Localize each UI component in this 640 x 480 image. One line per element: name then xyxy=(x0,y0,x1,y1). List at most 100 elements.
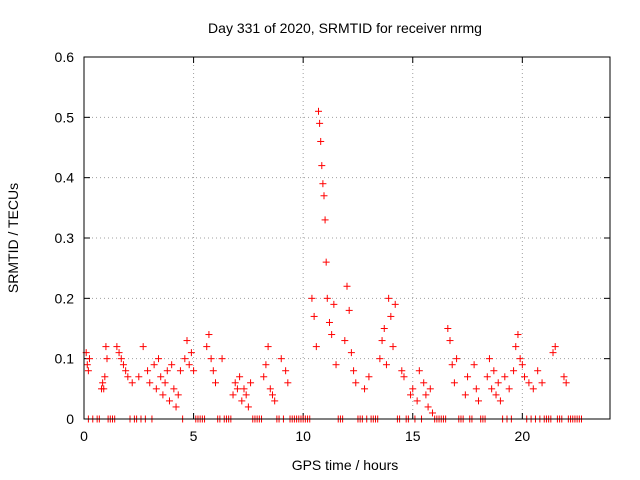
data-point xyxy=(347,349,355,357)
data-point xyxy=(534,367,542,375)
data-points xyxy=(82,107,586,423)
data-point xyxy=(389,343,397,351)
data-point xyxy=(380,325,388,332)
data-point xyxy=(266,385,274,393)
data-point xyxy=(183,337,191,345)
data-point xyxy=(176,367,184,375)
data-point xyxy=(282,367,290,375)
data-point xyxy=(464,373,472,381)
data-point xyxy=(382,361,390,369)
data-point xyxy=(320,192,328,200)
data-point xyxy=(268,391,276,399)
data-point xyxy=(361,385,369,393)
x-tick-label: 20 xyxy=(515,428,531,444)
data-point xyxy=(172,403,180,411)
data-point xyxy=(115,349,123,357)
y-tick-label: 0.6 xyxy=(55,49,75,65)
data-point xyxy=(485,355,493,363)
data-point xyxy=(244,403,252,411)
data-point xyxy=(319,180,327,188)
data-point xyxy=(385,294,393,302)
x-tick-label: 5 xyxy=(190,428,198,444)
data-point xyxy=(453,355,461,363)
y-tick-label: 0.1 xyxy=(55,351,75,367)
data-point xyxy=(128,379,136,387)
data-point xyxy=(330,300,338,308)
data-point xyxy=(512,343,520,351)
data-point xyxy=(271,397,279,405)
data-point xyxy=(328,331,336,339)
data-point xyxy=(236,373,244,381)
data-point xyxy=(284,379,292,387)
data-point xyxy=(365,373,373,381)
data-point xyxy=(316,119,324,127)
data-point xyxy=(174,391,182,399)
data-point xyxy=(100,385,108,393)
data-point xyxy=(426,385,434,393)
y-tick-label: 0.2 xyxy=(55,290,75,306)
data-point xyxy=(99,379,107,387)
y-tick-label: 0 xyxy=(66,411,74,427)
x-tick-label: 15 xyxy=(405,428,421,444)
axis-ticks: 0 0.1 0.2 0.3 0.4 0.5 0.6 0 5 10 15 20 xyxy=(55,49,610,444)
data-point xyxy=(242,391,250,399)
x-tick-label: 0 xyxy=(80,428,88,444)
data-point xyxy=(262,361,270,369)
plot-frame xyxy=(83,56,611,420)
data-point xyxy=(157,373,165,381)
data-point xyxy=(238,397,246,405)
data-point xyxy=(446,337,454,345)
x-axis-label: GPS time / hours xyxy=(292,457,399,473)
data-point xyxy=(203,343,211,351)
data-point xyxy=(407,391,415,399)
data-point xyxy=(205,331,213,339)
data-point xyxy=(119,361,127,369)
data-point xyxy=(494,379,502,387)
data-point xyxy=(505,385,513,393)
data-point xyxy=(159,391,167,399)
data-point xyxy=(420,379,428,387)
data-point xyxy=(117,355,125,363)
data-point xyxy=(318,162,326,170)
data-point xyxy=(391,300,399,308)
data-point xyxy=(103,355,111,363)
data-point xyxy=(150,361,158,369)
data-point xyxy=(428,409,436,417)
data-point xyxy=(207,355,215,363)
data-point xyxy=(152,385,160,393)
data-point xyxy=(317,137,325,145)
data-point xyxy=(323,294,331,302)
data-point xyxy=(422,391,430,399)
data-point xyxy=(218,355,226,363)
data-point xyxy=(518,361,526,369)
data-point xyxy=(483,373,491,381)
data-point xyxy=(144,367,152,375)
data-point xyxy=(521,373,529,381)
data-point xyxy=(124,373,132,381)
data-point xyxy=(400,373,408,381)
data-point xyxy=(84,367,92,375)
data-point xyxy=(562,379,570,387)
data-point xyxy=(343,282,351,290)
data-point xyxy=(529,385,537,393)
grid-lines xyxy=(84,57,610,419)
data-point xyxy=(514,331,522,339)
data-point xyxy=(450,379,458,387)
data-point xyxy=(350,367,358,375)
chart-title: Day 331 of 2020, SRMTID for receiver nrm… xyxy=(208,20,482,36)
data-point xyxy=(549,349,557,357)
data-point xyxy=(538,379,546,387)
data-point xyxy=(187,349,195,357)
data-point xyxy=(322,258,330,266)
data-point xyxy=(341,337,349,345)
data-point xyxy=(165,397,173,405)
data-point xyxy=(277,355,285,363)
data-point xyxy=(231,379,239,387)
data-point xyxy=(501,373,509,381)
data-point xyxy=(376,355,384,363)
data-point xyxy=(185,361,193,369)
data-point xyxy=(444,325,452,332)
data-point xyxy=(260,373,268,381)
data-point xyxy=(122,367,130,375)
data-point xyxy=(310,312,318,320)
